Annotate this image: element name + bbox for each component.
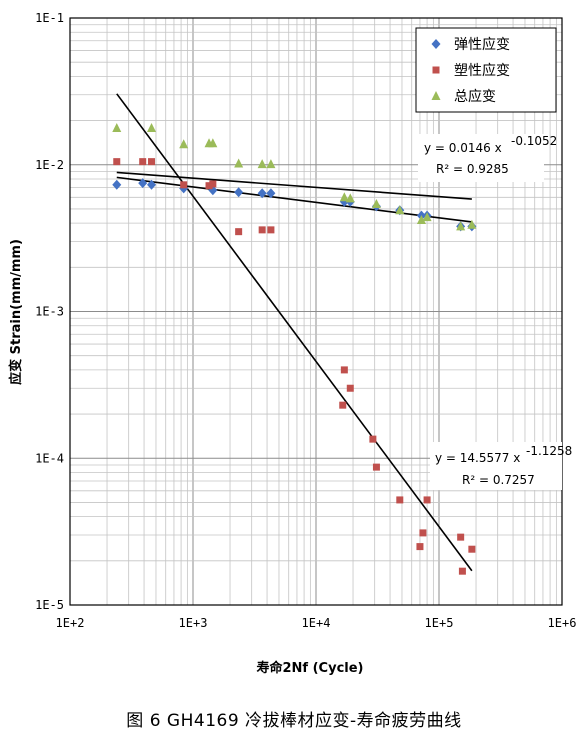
y-tick-label: 1E-4 xyxy=(35,451,64,465)
data-point-square xyxy=(113,158,121,166)
data-point-square xyxy=(468,545,476,553)
data-point-triangle xyxy=(208,138,218,148)
legend-marker-diamond xyxy=(431,39,441,49)
data-point-square xyxy=(458,567,466,575)
data-point-diamond xyxy=(147,179,157,190)
equation-2-exponent: -1.1258 xyxy=(526,444,572,458)
data-point-triangle xyxy=(147,123,157,133)
data-point-square xyxy=(419,529,427,537)
equation-1-text: y = 0.0146 x xyxy=(424,141,502,155)
data-point-diamond xyxy=(112,179,122,190)
trendline-1 xyxy=(116,176,472,223)
x-tick-label: 1E+6 xyxy=(548,616,577,630)
legend-label: 弹性应变 xyxy=(454,36,510,53)
data-point-square xyxy=(258,226,266,234)
data-point-square xyxy=(346,384,354,392)
data-point-square xyxy=(369,435,377,443)
data-point-square xyxy=(372,463,380,471)
chart-svg: 1E+2 1E+3 1E+4 1E+5 1E+6 1E-1 1E-2 1E-3 1E-4 1E-5… xyxy=(8,11,576,676)
data-point-square xyxy=(339,401,347,409)
equation-1-exponent: -0.1052 xyxy=(511,134,557,148)
data-point-square xyxy=(396,496,404,504)
data-point-diamond xyxy=(257,188,267,199)
data-point-triangle xyxy=(179,139,189,149)
y-axis-title: 应变 Strain(mm/mm) xyxy=(8,239,24,385)
tick-labels: 1E+2 1E+3 1E+4 1E+5 1E+6 1E-1 1E-2 1E-3 1E-4 1E-5 xyxy=(35,11,576,630)
data-point-triangle xyxy=(422,212,432,222)
data-point-diamond xyxy=(138,178,148,189)
data-point-square xyxy=(148,158,156,166)
data-point-diamond xyxy=(234,187,244,198)
legend-label: 塑性应变 xyxy=(454,62,510,79)
plot-frame xyxy=(69,17,563,606)
y-tick-label: 1E-1 xyxy=(35,11,64,25)
trendlines xyxy=(116,93,473,572)
x-tick-label: 1E+3 xyxy=(179,616,208,630)
x-tick-label: 1E+2 xyxy=(56,616,85,630)
legend-label: 总应变 xyxy=(454,88,496,105)
data-point-square xyxy=(423,496,431,504)
y-tick-label: 1E-5 xyxy=(35,598,64,612)
data-point-square xyxy=(139,158,147,166)
x-tick-label: 1E+5 xyxy=(425,616,454,630)
data-point-triangle xyxy=(234,158,244,168)
data-point-triangle xyxy=(395,205,405,215)
data-point-triangle xyxy=(112,123,122,133)
data-point-triangle xyxy=(416,215,426,225)
x-tick-label: 1E+4 xyxy=(302,616,331,630)
data-point-square xyxy=(457,533,465,541)
data-point-triangle xyxy=(257,159,267,169)
y-tick-label: 1E-3 xyxy=(35,305,64,319)
data-point-triangle xyxy=(371,199,381,209)
equation-2-r2: R² = 0.7257 xyxy=(462,473,535,487)
data-point-square xyxy=(340,366,348,374)
data-point-triangle xyxy=(339,192,349,202)
data-point-triangle xyxy=(456,221,466,231)
x-axis-title: 寿命2Nf (Cycle) xyxy=(257,660,364,676)
trendline-2 xyxy=(116,93,473,572)
trendline-3 xyxy=(116,171,472,200)
data-point-square xyxy=(235,228,243,236)
trendline-equation-2: y = 14.5577 x -1.1258 R² = 0.7257 xyxy=(430,442,572,490)
data-point-triangle xyxy=(345,193,355,203)
y-tick-label: 1E-2 xyxy=(35,158,64,172)
data-point-triangle xyxy=(467,219,477,229)
data-points xyxy=(112,123,477,575)
legend-marker-triangle xyxy=(431,91,441,100)
equation-2-text: y = 14.5577 x xyxy=(435,451,520,465)
data-point-square xyxy=(209,180,217,188)
data-point-diamond xyxy=(266,188,276,199)
trendline-equation-1: y = 0.0146 x -0.1052 R² = 0.9285 xyxy=(418,134,557,182)
data-point-square xyxy=(416,543,424,551)
equation-1-r2: R² = 0.9285 xyxy=(436,162,509,176)
legend-marker-square xyxy=(432,66,440,74)
data-point-triangle xyxy=(266,159,276,169)
data-point-square xyxy=(205,182,213,190)
figure-caption: 图 6 GH4169 冷拔棒材应变-寿命疲劳曲线 xyxy=(126,711,462,731)
data-point-square xyxy=(267,226,275,234)
data-point-square xyxy=(180,181,188,189)
